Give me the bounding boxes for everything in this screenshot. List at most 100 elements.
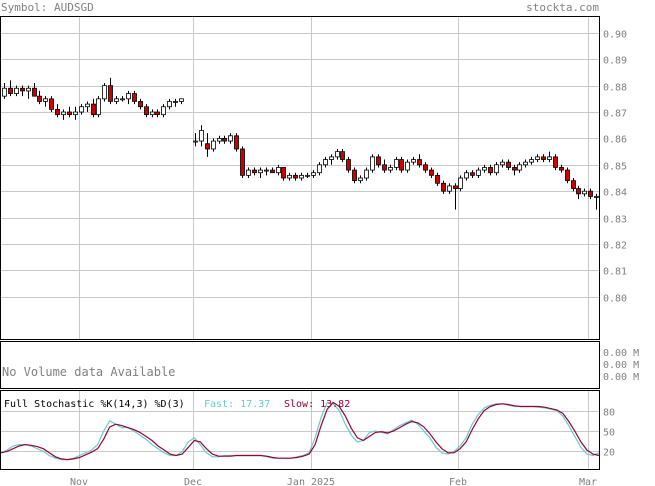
candle (179, 98, 184, 105)
price-tick-label: 0.89 (603, 56, 627, 67)
candle-body (488, 167, 493, 174)
candle (541, 154, 546, 163)
candle (276, 164, 281, 176)
candle (335, 148, 340, 160)
candle (228, 133, 233, 144)
candle (252, 167, 257, 176)
candle-body (482, 167, 487, 171)
stochastic-axis: 80 50 20 (603, 408, 615, 459)
candle-body (541, 156, 546, 160)
candle (2, 82, 7, 99)
volume-panel-frame (0, 341, 600, 389)
candle (399, 156, 404, 173)
candle-body (476, 169, 481, 176)
price-panel-frame (0, 16, 600, 340)
candle (571, 178, 576, 192)
candle (388, 164, 393, 173)
candle (32, 82, 37, 97)
candle (43, 96, 48, 107)
candle-body (270, 169, 275, 174)
candle-body (205, 143, 210, 150)
candle (494, 162, 499, 176)
candle-body (411, 159, 416, 163)
candle-body (500, 161, 505, 166)
candle (205, 133, 210, 157)
price-tick-label: 0.81 (603, 267, 627, 278)
candle-body (281, 167, 286, 179)
candle (588, 188, 593, 200)
candle (126, 90, 131, 105)
candle (120, 96, 125, 102)
candle (14, 85, 19, 97)
candle (470, 170, 475, 178)
candle-body (126, 93, 131, 100)
candle (96, 96, 101, 118)
candle-body (67, 111, 72, 116)
candle-body (120, 98, 125, 101)
candle (458, 175, 463, 192)
candle-body (394, 159, 399, 168)
stochastic-tick-label: 20 (603, 448, 615, 459)
candle (429, 167, 434, 178)
candle-body (108, 85, 113, 102)
stochastic-grid (1, 391, 599, 469)
candle (150, 109, 155, 118)
candle (394, 156, 399, 171)
candle-body (264, 169, 269, 172)
price-grid (1, 17, 599, 339)
candle-body (55, 108, 60, 116)
candle (173, 98, 178, 107)
candle (500, 159, 505, 168)
x-tick-label: Nov (70, 477, 88, 486)
candle-body (571, 180, 576, 189)
candle-body (346, 159, 351, 171)
candle (167, 98, 172, 110)
candle (382, 159, 387, 173)
x-tick-label: Dec (184, 477, 202, 486)
volume-tick-label: 0.00 M (603, 360, 639, 371)
candle-body (2, 87, 7, 97)
price-tick-label: 0.83 (603, 215, 627, 226)
candle (488, 164, 493, 176)
candle (329, 154, 334, 165)
candle-body (234, 135, 239, 150)
candle (323, 156, 328, 168)
candle-body (114, 98, 119, 102)
candle-body (588, 190, 593, 197)
candle-body (441, 182, 446, 192)
candle-body (102, 85, 107, 100)
candle-body (529, 159, 534, 163)
candle-body (582, 190, 587, 195)
candle (199, 125, 204, 147)
candle (346, 156, 351, 173)
candle-body (293, 174, 298, 179)
candle (317, 162, 322, 176)
candle (447, 183, 452, 194)
price-candles (2, 77, 599, 210)
candle (217, 135, 222, 144)
brand-watermark: stockta.com (526, 1, 599, 14)
candle-body (523, 161, 528, 166)
price-tick-label: 0.85 (603, 162, 627, 173)
candle-body (447, 185, 452, 192)
candle-body (352, 169, 357, 182)
candle (411, 156, 416, 165)
candle (405, 159, 410, 173)
candle-body (553, 156, 558, 168)
candle (476, 167, 481, 178)
candle-body (376, 156, 381, 166)
candle-body (138, 101, 143, 108)
price-tick-label: 0.90 (603, 30, 627, 41)
candle (91, 98, 96, 118)
candle-body (594, 196, 599, 198)
candle (20, 85, 25, 97)
candle-body (358, 177, 363, 182)
x-tick-label: Feb (449, 477, 467, 486)
candle-body (323, 159, 328, 166)
candle (55, 104, 60, 118)
candle-body (252, 169, 257, 174)
candle-body (217, 138, 222, 142)
candle-body (26, 87, 31, 92)
candle-body (458, 177, 463, 189)
